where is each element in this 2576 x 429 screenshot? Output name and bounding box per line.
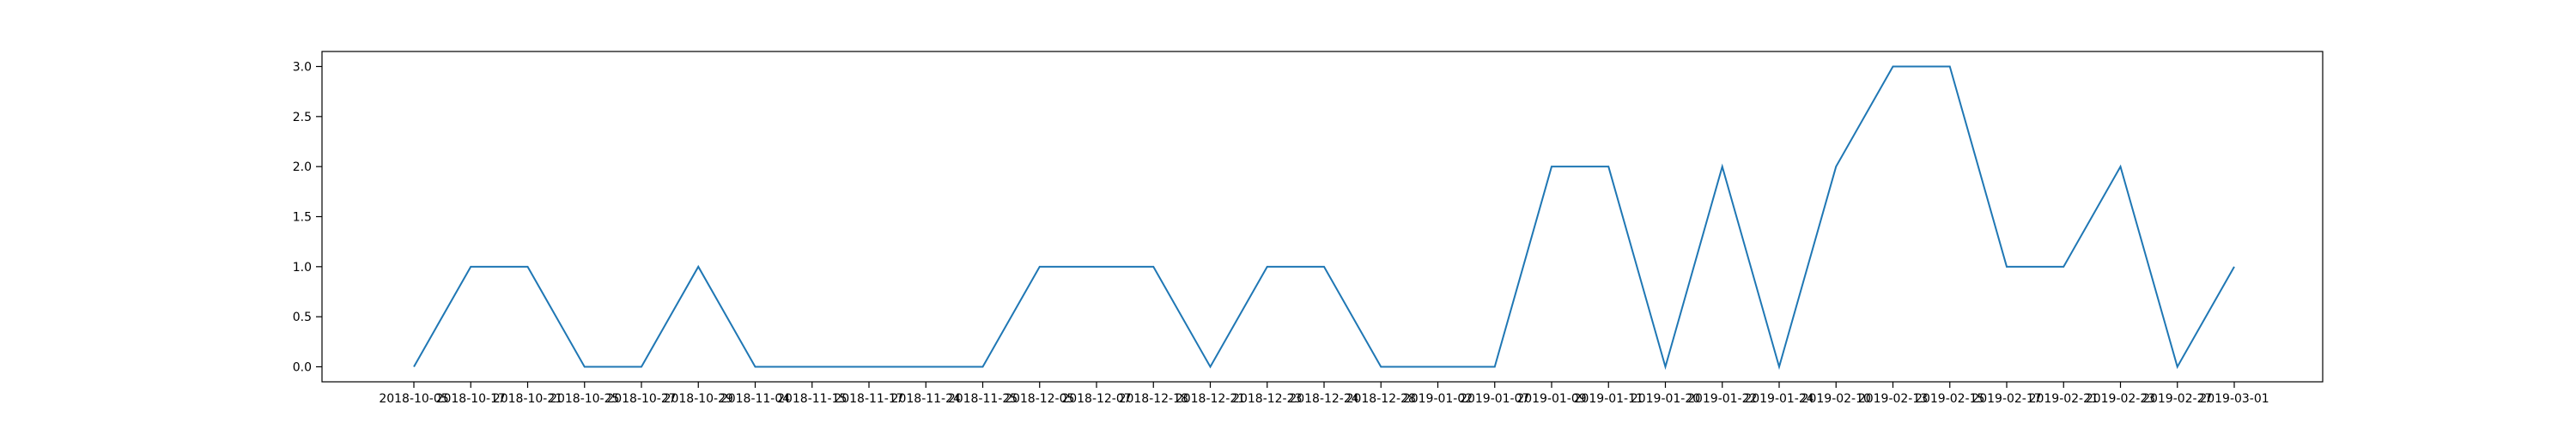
x-tick-label: 2018-12-21 xyxy=(1176,392,1245,406)
x-axis: 2018-10-052018-10-172018-10-212018-10-25… xyxy=(379,382,2269,406)
x-tick-label: 2018-10-25 xyxy=(550,392,619,406)
x-tick-label: 2018-12-28 xyxy=(1346,392,1416,406)
x-tick-label: 2018-11-24 xyxy=(891,392,961,406)
x-tick-label: 2018-10-29 xyxy=(664,392,733,406)
x-tick-label: 2018-12-07 xyxy=(1061,392,1131,406)
x-tick-label: 2018-10-05 xyxy=(379,392,448,406)
x-tick-label: 2019-01-20 xyxy=(1631,392,1700,406)
y-tick-label: 0.5 xyxy=(293,311,312,324)
x-tick-label: 2018-12-23 xyxy=(1232,392,1302,406)
series-line xyxy=(413,65,2235,371)
x-tick-label: 2018-10-27 xyxy=(606,392,676,406)
y-axis: 0.0 0.5 1.0 1.5 2.0 2.5 3.0 xyxy=(293,61,322,375)
x-tick-label: 2018-10-17 xyxy=(436,392,506,406)
x-tick-label: 2019-01-02 xyxy=(1403,392,1473,406)
x-tick-label: 2018-10-21 xyxy=(493,392,562,406)
x-tick-label: 2019-02-17 xyxy=(1971,392,2041,406)
y-tick-label: 2.5 xyxy=(293,111,312,124)
x-tick-label: 2019-02-21 xyxy=(2029,392,2099,406)
x-tick-label: 2019-02-15 xyxy=(1915,392,1984,406)
x-tick-label: 2018-12-24 xyxy=(1289,392,1358,406)
x-tick-label: 2018-12-18 xyxy=(1119,392,1188,406)
y-tick-label: 1.0 xyxy=(293,261,312,275)
x-tick-label: 2018-11-17 xyxy=(834,392,903,406)
x-tick-label: 2019-02-13 xyxy=(1858,392,1928,406)
y-tick-label: 3.0 xyxy=(293,61,312,75)
x-tick-label: 2019-01-24 xyxy=(1744,392,1814,406)
x-tick-label: 2019-01-07 xyxy=(1460,392,1529,406)
x-tick-label: 2019-01-22 xyxy=(1687,392,1757,406)
x-tick-label: 2018-11-15 xyxy=(777,392,847,406)
y-tick-label: 1.5 xyxy=(293,211,312,225)
x-tick-label: 2019-01-09 xyxy=(1516,392,1586,406)
x-tick-label: 2019-02-23 xyxy=(2086,392,2155,406)
plot-area xyxy=(321,51,2324,383)
x-tick-label: 2019-02-10 xyxy=(1801,392,1871,406)
x-tick-label: 2019-01-11 xyxy=(1574,392,1643,406)
x-tick-label: 2018-11-25 xyxy=(948,392,1018,406)
y-tick-label: 0.0 xyxy=(293,361,312,375)
y-tick-label: 2.0 xyxy=(293,160,312,174)
x-tick-label: 2019-02-27 xyxy=(2142,392,2212,406)
x-tick-label: 2018-12-05 xyxy=(1005,392,1074,406)
x-tick-label: 2019-03-01 xyxy=(2199,392,2269,406)
x-tick-label: 2018-11-04 xyxy=(720,392,790,406)
